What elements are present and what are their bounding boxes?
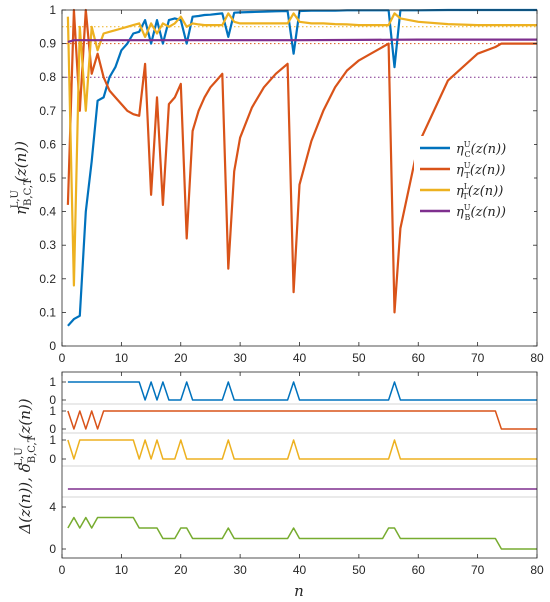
top-x-tick-label-6: 60 bbox=[412, 351, 426, 365]
bottom-x-tick-label-2: 20 bbox=[174, 563, 188, 577]
bottom-y-axis-label: Δ(z(n)), δB,C,TL,U(z(n)) bbox=[14, 398, 38, 534]
x-axis-label: n bbox=[294, 582, 304, 600]
bottom-y-tick-label-6: 4 bbox=[49, 500, 56, 514]
bottom-x-tick-label-8: 80 bbox=[530, 563, 544, 577]
top-y-tick-label-3: 0.3 bbox=[39, 238, 56, 252]
bottom-y-axis-label-arg: (z(n)) bbox=[16, 398, 34, 439]
bottom-y-tick-label-0: 1 bbox=[49, 375, 56, 389]
top-y-tick-label-10: 1 bbox=[49, 3, 56, 17]
top-x-tick-label-4: 40 bbox=[293, 351, 307, 365]
legend-label-2: ηL T(z(n)) bbox=[456, 182, 503, 201]
top-x-tick-label-8: 80 bbox=[530, 351, 544, 365]
bottom-y-axis-label-sup: L,U bbox=[14, 447, 25, 465]
top-y-axis-label: ηB,C,TL,U(z(n)) bbox=[10, 141, 34, 215]
top-x-tick-label-7: 70 bbox=[471, 351, 485, 365]
top-x-tick-label-5: 50 bbox=[352, 351, 366, 365]
legend-label-1: ηU T(z(n)) bbox=[456, 161, 505, 180]
bottom-x-tick-label-1: 10 bbox=[115, 563, 129, 577]
top-y-tick-label-0: 0 bbox=[49, 339, 56, 353]
bottom-x-tick-label-3: 30 bbox=[233, 563, 247, 577]
top-y-tick-label-5: 0.5 bbox=[39, 171, 56, 185]
bottom-y-axis-label-delta: Δ(z(n)), δ bbox=[16, 463, 34, 534]
bottom-y-tick-label-7: 0 bbox=[49, 542, 56, 556]
bottom-y-tick-label-2: 1 bbox=[49, 404, 56, 418]
legend-label-3: ηU B(z(n)) bbox=[456, 203, 506, 222]
bottom-y-tick-label-5: 0 bbox=[49, 452, 56, 466]
bottom-x-tick-label-6: 60 bbox=[412, 563, 426, 577]
bottom-y-tick-label-4: 1 bbox=[49, 433, 56, 447]
top-y-tick-label-2: 0.2 bbox=[39, 272, 56, 286]
top-y-axis-label-arg: (z(n)) bbox=[12, 141, 30, 182]
bottom-x-tick-label-5: 50 bbox=[352, 563, 366, 577]
top-x-tick-label-3: 30 bbox=[233, 351, 247, 365]
top-y-tick-label-9: 0.9 bbox=[39, 37, 56, 51]
legend: ηU C(z(n)) ηU T(z(n)) ηL T(z(n)) ηU B(z(n)) bbox=[414, 136, 534, 222]
top-y-tick-label-7: 0.7 bbox=[39, 104, 56, 118]
legend-label-0: ηU C(z(n)) bbox=[456, 140, 506, 159]
top-y-tick-label-6: 0.6 bbox=[39, 137, 56, 151]
bottom-x-tick-label-4: 40 bbox=[293, 563, 307, 577]
top-x-tick-label-1: 10 bbox=[115, 351, 129, 365]
top-y-axis-label-sup: L,U bbox=[10, 190, 21, 208]
top-y-tick-label-4: 0.4 bbox=[39, 205, 56, 219]
bottom-x-tick-label-0: 0 bbox=[59, 563, 66, 577]
top-y-tick-label-1: 0.1 bbox=[39, 305, 56, 319]
top-panel: 0 0.1 0.2 0.3 0.4 0.5 0.6 0.7 0.8 0.9 1 0 10 20 30 40 5… bbox=[10, 3, 544, 365]
top-x-tick-label-2: 20 bbox=[174, 351, 188, 365]
top-y-tick-label-8: 0.8 bbox=[39, 70, 56, 84]
bottom-x-tick-label-7: 70 bbox=[471, 563, 485, 577]
top-x-tick-label-0: 0 bbox=[59, 351, 66, 365]
